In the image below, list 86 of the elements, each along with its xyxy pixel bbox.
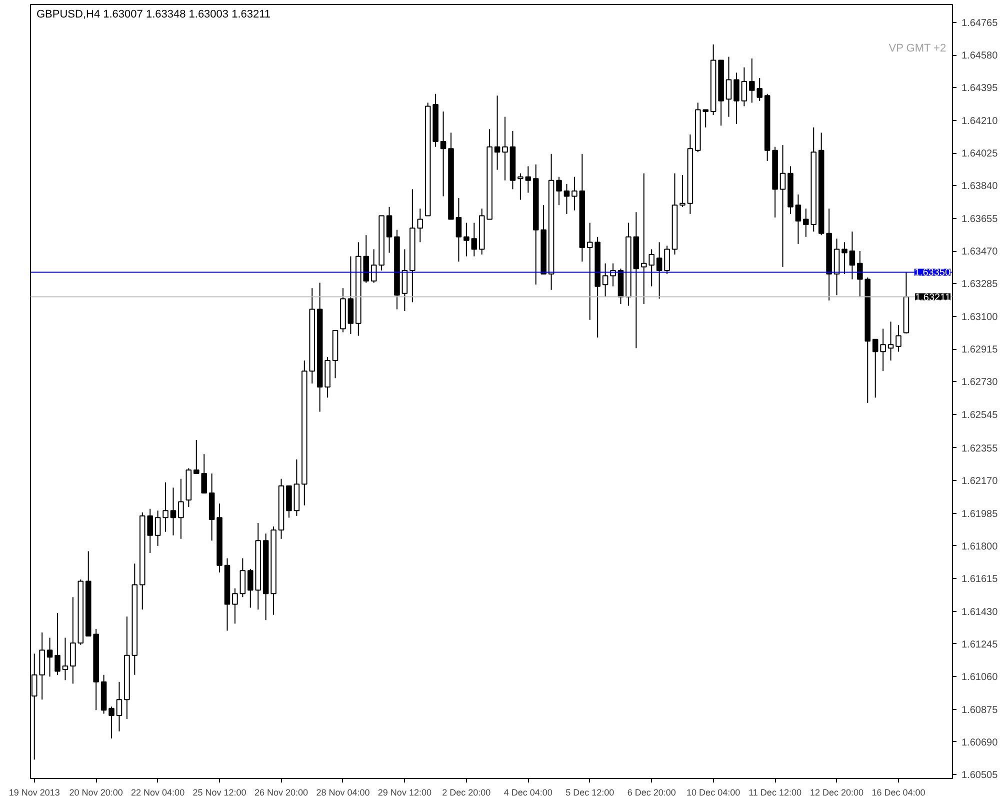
- x-tick-label: 2 Dec 20:00: [442, 788, 491, 798]
- candlestick: [726, 56, 732, 118]
- candlestick: [842, 242, 848, 274]
- x-tick-label: 16 Dec 04:00: [872, 788, 926, 798]
- x-tick-label: 26 Nov 20:00: [254, 788, 308, 798]
- candlestick: [502, 116, 508, 181]
- y-tick-label: 1.61060: [962, 672, 998, 684]
- candlestick: [602, 262, 608, 298]
- candlestick: [664, 245, 670, 274]
- candlestick: [386, 206, 392, 254]
- candlestick: [46, 637, 53, 678]
- candlestick: [564, 183, 570, 214]
- candlestick: [896, 324, 902, 352]
- y-tick-label: 1.61800: [962, 541, 998, 552]
- candlestick: [201, 454, 207, 494]
- y-tick-label: 1.63840: [962, 181, 998, 192]
- candlestick: [888, 321, 894, 362]
- x-tick-label: 10 Dec 04:00: [686, 788, 740, 798]
- candlestick: [154, 510, 161, 546]
- candlestick: [741, 66, 748, 107]
- candlestick: [518, 172, 524, 200]
- x-tick-label: 12 Dec 20:00: [810, 788, 864, 798]
- y-tick-label: 1.60690: [962, 737, 998, 748]
- candlestick: [795, 194, 802, 244]
- y-tick-label: 1.64025: [962, 148, 998, 160]
- y-tick-label: 1.63470: [962, 246, 998, 258]
- candlestick: [116, 681, 122, 732]
- y-tick-label: 1.63100: [962, 312, 998, 323]
- candlestick: [440, 111, 446, 197]
- y-tick-label: 1.63655: [962, 214, 998, 225]
- x-tick-label: 4 Dec 04:00: [504, 788, 552, 798]
- candlestick: [456, 198, 462, 262]
- y-tick-label: 1.61245: [962, 639, 998, 650]
- candlestick: [54, 612, 60, 676]
- candlestick: [872, 338, 878, 398]
- y-tick-label: 1.62730: [962, 377, 998, 388]
- y-tick-label: 1.61615: [962, 574, 998, 586]
- candlestick: [70, 596, 76, 684]
- candlestick: [494, 95, 500, 170]
- y-tick-label: 1.62170: [962, 476, 998, 488]
- annotation: VP GMT +2: [888, 42, 946, 54]
- candlestick: [780, 144, 786, 268]
- y-tick-label: 1.61430: [962, 606, 998, 618]
- y-tick-label: 1.63285: [962, 279, 998, 290]
- candlestick: [656, 242, 662, 300]
- x-tick-label: 5 Dec 12:00: [566, 788, 614, 798]
- candlestick: [849, 231, 856, 280]
- y-tick-label: 1.64580: [962, 50, 998, 62]
- x-tick-label: 28 Nov 04:00: [316, 788, 370, 798]
- y-tick-label: 1.61985: [962, 508, 998, 520]
- y-tick-label: 1.64395: [962, 83, 998, 94]
- x-tick-label: 25 Nov 12:00: [192, 788, 246, 798]
- candlestick: [240, 558, 246, 598]
- candlestick: [857, 250, 863, 298]
- ref-line-label: 1.63211: [915, 292, 951, 304]
- candlestick: [108, 706, 114, 739]
- candlestick: [162, 482, 168, 532]
- candlestick: [370, 248, 377, 284]
- x-tick-label: 19 Nov 2013: [8, 788, 60, 798]
- candlestick: [62, 637, 68, 681]
- x-tick-label: 22 Nov 04:00: [131, 788, 185, 798]
- candlestick: [178, 478, 184, 540]
- candlestick: [680, 174, 686, 208]
- x-tick-label: 29 Nov 12:00: [378, 788, 432, 798]
- candlestick: [232, 588, 238, 624]
- x-tick-label: 20 Nov 20:00: [69, 788, 123, 798]
- candlestick: [525, 166, 532, 194]
- candlestick: [402, 248, 408, 312]
- x-tick-label: 11 Dec 12:00: [748, 788, 802, 798]
- y-tick-label: 1.64765: [962, 18, 998, 29]
- candlestick: [880, 328, 886, 372]
- candlestick: [193, 439, 200, 474]
- y-tick-label: 1.64210: [962, 116, 998, 127]
- y-tick-label: 1.62355: [962, 443, 998, 454]
- candlestick: [170, 487, 176, 536]
- candlestick: [417, 208, 424, 243]
- ref-line-label: 1.63350: [914, 268, 951, 279]
- y-tick-label: 1.60875: [962, 704, 998, 716]
- x-tick-label: 6 Dec 20:00: [627, 788, 676, 798]
- y-tick-label: 1.60505: [962, 770, 998, 782]
- candlestick: [556, 176, 562, 206]
- chart-title: GBPUSD,H4 1.63007 1.63348 1.63003 1.63211: [36, 8, 271, 20]
- y-tick-label: 1.62545: [962, 410, 998, 421]
- candlestick: [734, 72, 740, 124]
- candlestick: [572, 176, 578, 211]
- y-tick-label: 1.62915: [962, 344, 998, 356]
